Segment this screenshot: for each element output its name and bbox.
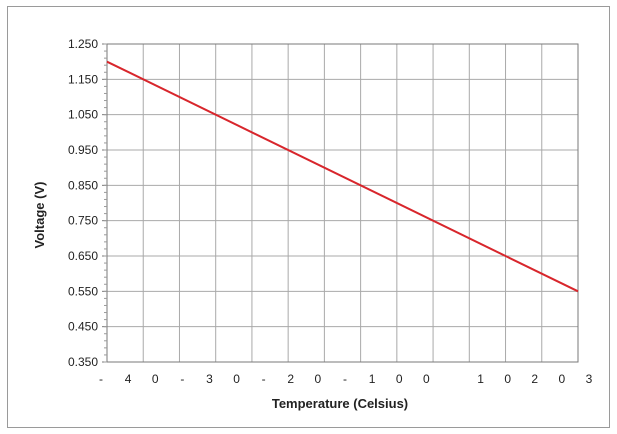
x-tick-label: 0 bbox=[504, 372, 511, 386]
x-axis-title: Temperature (Celsius) bbox=[272, 396, 408, 411]
x-tick-label: 1 bbox=[477, 372, 484, 386]
x-axis-ticks: - 4 0 - 3 0 - 2 0 - 1 0 0 1 0 2 0 3 bbox=[99, 372, 593, 386]
x-tick-label: 0 bbox=[559, 372, 566, 386]
plot-area bbox=[106, 43, 579, 363]
x-tick-label: 0 bbox=[423, 372, 430, 386]
y-tick-label: 0.350 bbox=[68, 355, 98, 369]
y-tick-label: 1.150 bbox=[68, 72, 98, 86]
series-group bbox=[106, 60, 579, 293]
x-tick-label: 0 bbox=[315, 372, 322, 386]
x-tick-label: 0 bbox=[233, 372, 240, 386]
x-tick-label: - bbox=[99, 372, 103, 386]
grid-lines bbox=[107, 44, 578, 362]
x-tick-label: 0 bbox=[152, 372, 159, 386]
y-tick-label: 0.950 bbox=[68, 143, 98, 157]
x-tick-label: 0 bbox=[396, 372, 403, 386]
y-tick-label: 1.050 bbox=[68, 108, 98, 122]
y-axis-ticks: 1.250 1.150 1.050 0.950 0.850 0.750 0.650 0.550… bbox=[68, 37, 107, 369]
y-tick-label: 0.550 bbox=[68, 284, 98, 298]
y-tick-label: 0.650 bbox=[68, 249, 98, 263]
y-tick-label: 1.250 bbox=[68, 37, 98, 51]
x-tick-label: - bbox=[262, 372, 266, 386]
x-tick-label: 1 bbox=[369, 372, 376, 386]
x-tick-label: 2 bbox=[531, 372, 538, 386]
x-tick-label: - bbox=[343, 372, 347, 386]
y-tick-label: 0.850 bbox=[68, 178, 98, 192]
x-tick-label: 3 bbox=[206, 372, 213, 386]
x-tick-label: 3 bbox=[586, 372, 593, 386]
y-axis-title: Voltage (V) bbox=[32, 182, 47, 249]
x-tick-label: - bbox=[180, 372, 184, 386]
series-line bbox=[106, 60, 579, 293]
x-tick-label: 2 bbox=[287, 372, 294, 386]
x-tick-label: 4 bbox=[125, 372, 132, 386]
y-tick-label: 0.750 bbox=[68, 214, 98, 228]
y-tick-label: 0.450 bbox=[68, 320, 98, 334]
